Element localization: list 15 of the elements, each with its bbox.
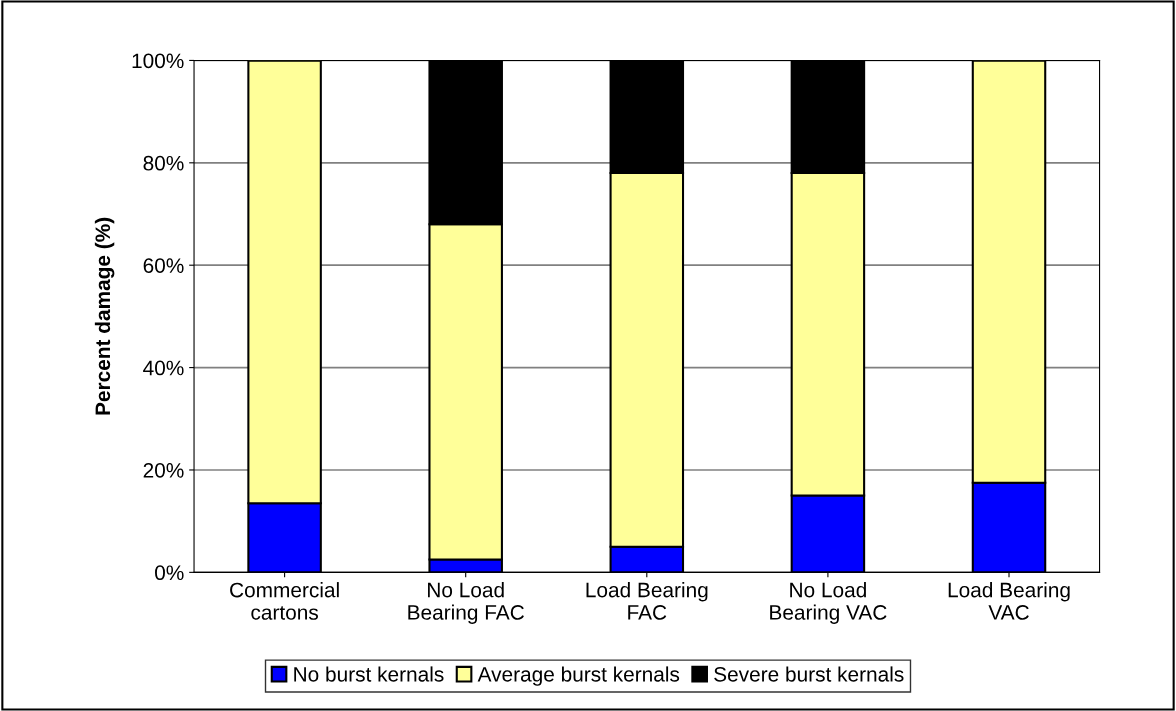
x-tick-label: No Load Bearing VAC: [770, 582, 887, 624]
x-tick-label: Load Bearing FAC: [586, 582, 708, 620]
x-tick-label: No Load Bearing FAC: [408, 582, 524, 624]
legend-label: Severe burst kernals: [714, 666, 904, 682]
y-tick-label: 80%: [143, 155, 184, 171]
x-tick-label: Load Bearing VAC: [948, 582, 1070, 620]
y-tick-label: 0%: [155, 565, 184, 581]
x-tick-label: Commercial cartons: [230, 582, 339, 620]
legend-label: Average burst kernals: [477, 666, 680, 686]
legend-label: No burst kernals: [294, 666, 444, 682]
y-tick-label: 20%: [143, 462, 184, 478]
y-axis-title: Percent damage (%): [94, 217, 115, 415]
y-tick-label: 60%: [143, 258, 184, 273]
y-tick-label: 100%: [132, 53, 184, 69]
y-tick-label: 40%: [143, 360, 184, 376]
